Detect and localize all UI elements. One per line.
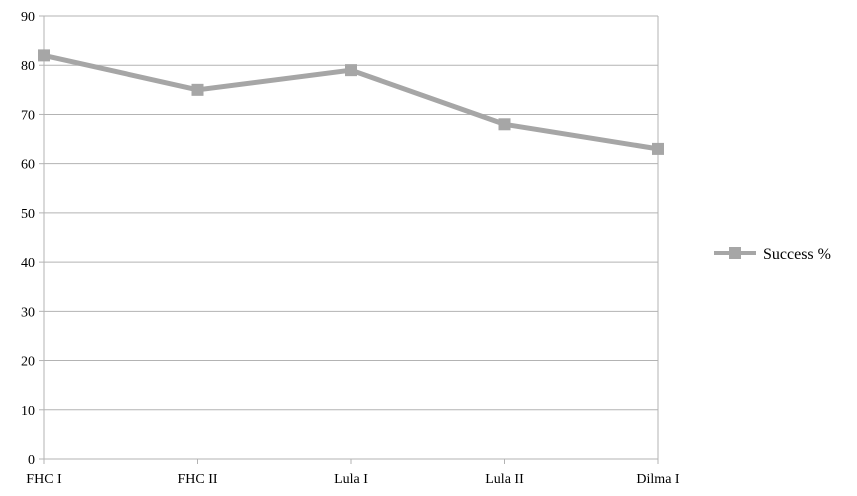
x-tick-label: Dilma I: [636, 472, 679, 487]
y-tick-label: 70: [21, 108, 35, 123]
data-point-marker: [498, 118, 511, 131]
axes: [39, 15, 659, 464]
data-point-marker: [345, 64, 357, 77]
x-tick-label: Lula II: [485, 472, 524, 487]
legend: Success %: [714, 246, 831, 263]
y-tick-label: 60: [21, 158, 35, 173]
y-axis-tick-labels: 0 10 20 30 40 50 60 70 80 90: [21, 10, 35, 468]
x-tick-label: FHC II: [177, 472, 217, 487]
x-tick-label: FHC I: [26, 472, 62, 487]
x-tick-label: Lula I: [334, 472, 368, 487]
y-tick-label: 40: [21, 256, 35, 271]
series: [38, 49, 664, 155]
y-tick-label: 0: [28, 453, 35, 468]
y-tick-label: 10: [21, 404, 35, 419]
y-tick-label: 90: [21, 10, 35, 25]
y-tick-label: 30: [21, 305, 35, 320]
y-tick-label: 50: [21, 207, 35, 222]
legend-label-success: Success %: [763, 246, 831, 263]
x-axis-tick-labels: FHC I FHC II Lula I Lula II Dilma I: [26, 472, 680, 487]
gridlines: [44, 15, 658, 460]
data-point-marker: [191, 83, 204, 96]
data-point-marker: [38, 49, 50, 62]
data-point-marker: [652, 142, 664, 155]
y-tick-label: 80: [21, 59, 35, 74]
legend-marker-swatch: [729, 247, 741, 259]
y-tick-label: 20: [21, 355, 35, 370]
